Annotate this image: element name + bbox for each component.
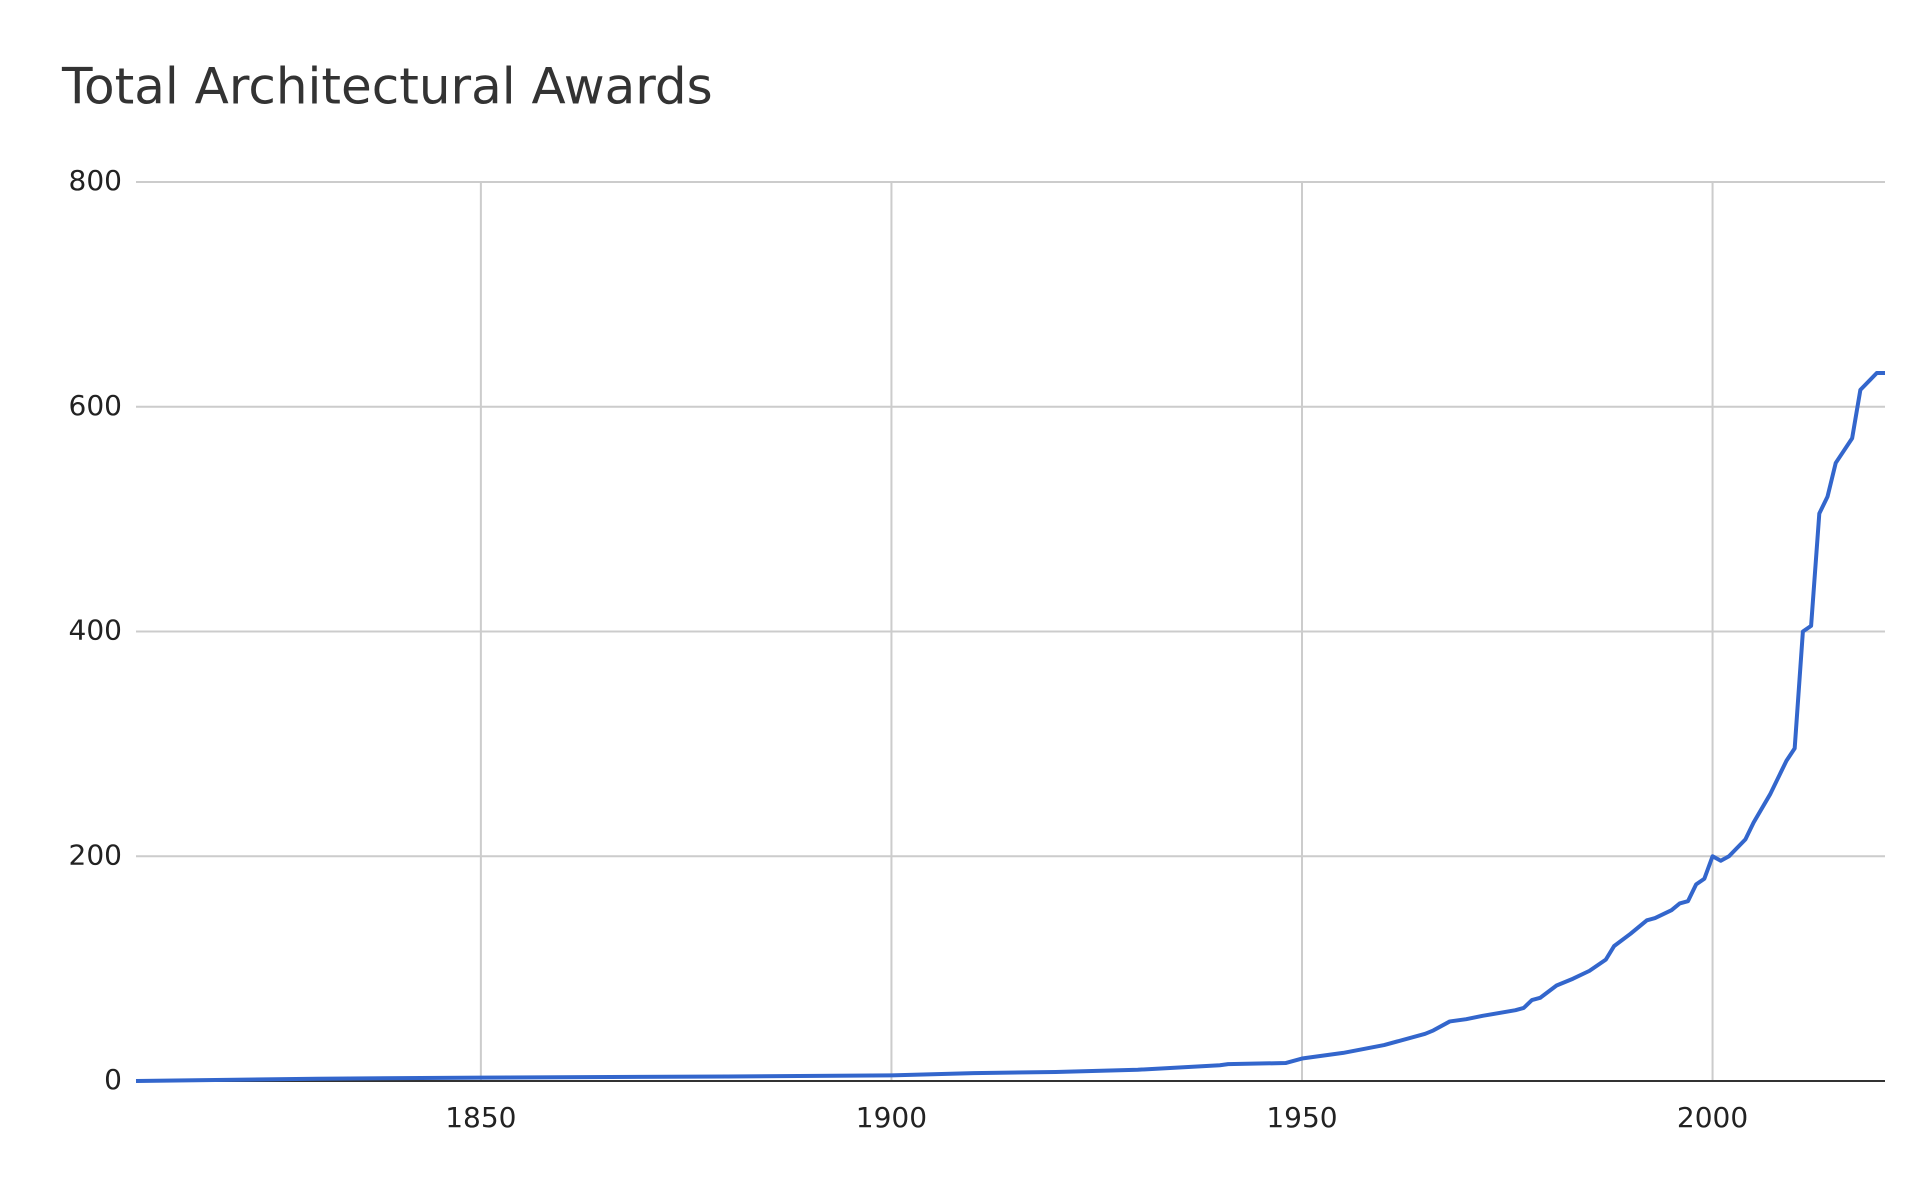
line-series bbox=[135, 371, 1885, 1083]
x-tick-label: 2000 bbox=[1677, 1101, 1748, 1134]
y-tick-label: 200 bbox=[69, 838, 122, 871]
y-tick-label: 600 bbox=[69, 389, 122, 422]
x-tick-label: 1850 bbox=[445, 1101, 516, 1134]
y-tick-label: 800 bbox=[69, 164, 122, 197]
chart-title: Total Architectural Awards bbox=[61, 58, 713, 116]
x-tick-label: 1900 bbox=[856, 1101, 927, 1134]
x-tick-label: 1950 bbox=[1266, 1101, 1337, 1134]
y-tick-label: 0 bbox=[104, 1063, 122, 1096]
y-tick-label: 400 bbox=[69, 614, 122, 647]
